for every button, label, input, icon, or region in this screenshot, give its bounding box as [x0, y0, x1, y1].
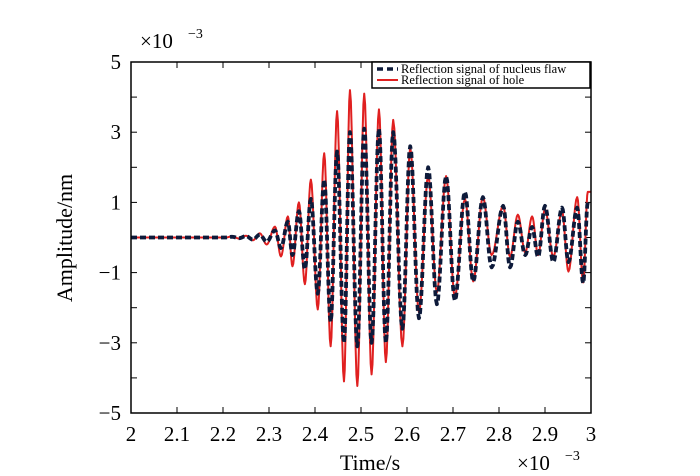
- y-tick-label: −5: [99, 401, 121, 425]
- series-nucleus-flaw-line: [131, 126, 593, 349]
- y-tick-label: 1: [111, 190, 122, 214]
- x-tick-label: 2.5: [348, 422, 374, 446]
- y-tick-label: 3: [111, 120, 122, 144]
- plot-frame: [130, 61, 592, 414]
- legend-box: [371, 61, 591, 89]
- series-layer: [131, 89, 593, 387]
- y-multiplier-base: ×10: [140, 29, 173, 53]
- y-multiplier-exponent: −3: [188, 27, 203, 42]
- x-multiplier-base: ×10: [517, 451, 550, 475]
- x-tick-label: 2.4: [302, 422, 329, 446]
- y-tick-label: −3: [99, 331, 121, 355]
- x-tick-label: 2: [126, 422, 137, 446]
- x-multiplier-exponent: −3: [565, 449, 580, 464]
- x-tick-label: 2.9: [532, 422, 558, 446]
- x-tick-label: 2.1: [164, 422, 190, 446]
- x-axis-label: Time/s: [340, 450, 400, 475]
- x-tick-label: 2.6: [394, 422, 420, 446]
- legend: Reflection signal of nucleus flaw Reflec…: [371, 61, 591, 89]
- x-tick-label: 2.3: [256, 422, 282, 446]
- legend-label-nucleus-flaw: Reflection signal of nucleus flaw: [401, 62, 566, 76]
- x-tick-label: 2.2: [210, 422, 236, 446]
- y-tick-label: 5: [111, 50, 122, 74]
- y-axis-label: Amplitude/nm: [52, 174, 77, 302]
- x-tick-label: 3: [586, 422, 597, 446]
- x-tick-label: 2.8: [486, 422, 512, 446]
- y-multiplier: ×10 −3: [140, 27, 203, 53]
- x-multiplier: ×10 −3: [517, 449, 580, 475]
- legend-label-hole: Reflection signal of hole: [401, 73, 525, 87]
- x-tick-label: 2.7: [440, 422, 466, 446]
- tick-labels: 2 2.1 2.2 2.3 2.4 2.5 2.6 2.7 2.8 2.9 3 5 3 1 −1 −3 −5: [99, 50, 597, 446]
- y-tick-label: −1: [99, 261, 121, 285]
